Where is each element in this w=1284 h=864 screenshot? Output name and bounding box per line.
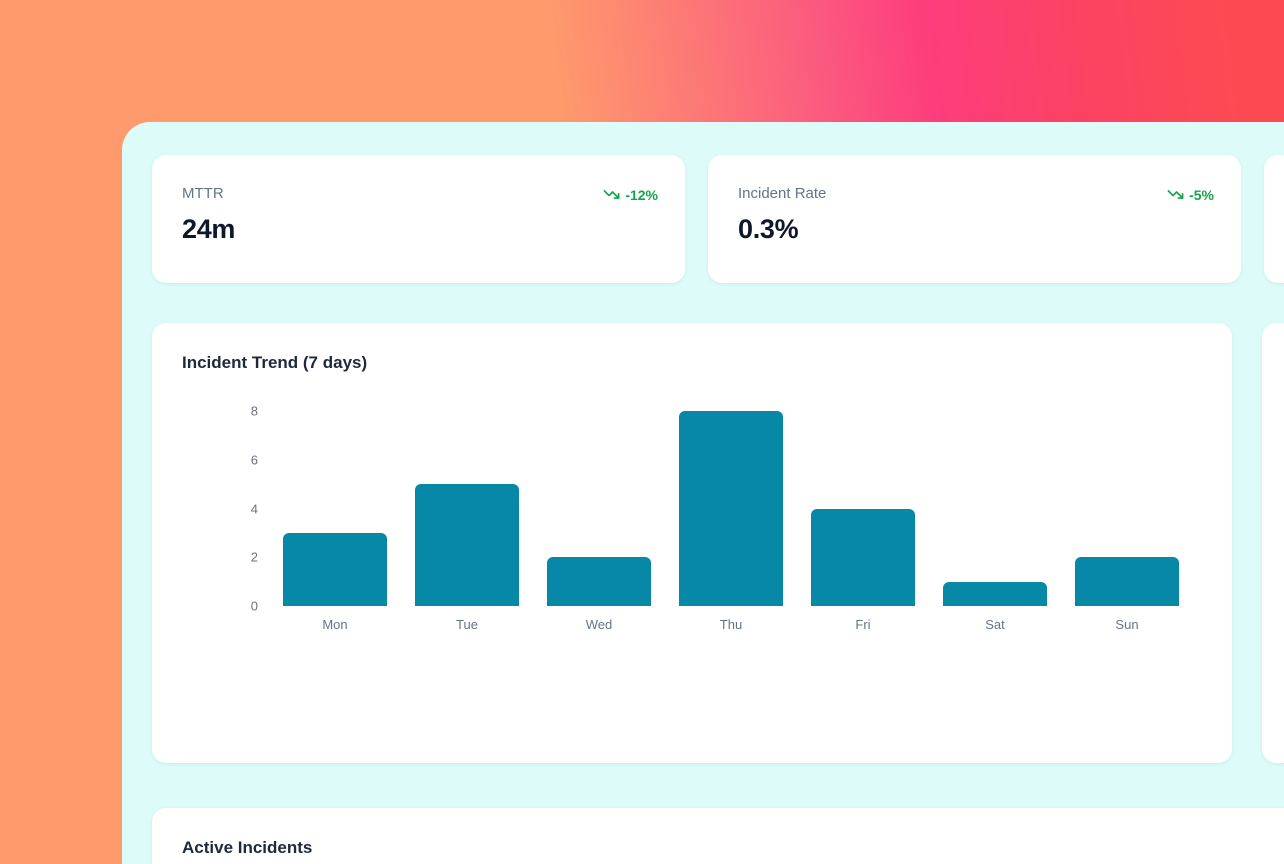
bar-column-tue: Tue bbox=[415, 411, 519, 632]
stat-trend-badge: -5% bbox=[1167, 186, 1214, 203]
stat-card-incident-rate: Incident Rate -5% 0.3% bbox=[708, 155, 1241, 283]
x-tick-label: Fri bbox=[855, 617, 871, 632]
bar-column-sun: Sun bbox=[1075, 411, 1179, 632]
y-tick-label: 4 bbox=[250, 501, 258, 516]
x-tick-label: Sun bbox=[1115, 617, 1139, 632]
bar-wed bbox=[547, 557, 651, 606]
active-incidents-title: Active Incidents bbox=[182, 838, 313, 857]
trending-down-icon bbox=[603, 190, 620, 199]
incident-trend-card: Incident Trend (7 days) 0 2 4 6 8 Mon Tue Wed T… bbox=[152, 323, 1232, 763]
bar-plot: Mon Tue Wed Thu Fri Sat Sun bbox=[283, 411, 1179, 632]
bar-column-thu: Thu bbox=[679, 411, 783, 632]
y-tick-label: 2 bbox=[250, 549, 258, 565]
dashboard-panel: MTTR -12% 24m Incident Rate -5% 0.3% bbox=[122, 122, 1284, 864]
stat-card-mttr: MTTR -12% 24m bbox=[152, 155, 685, 283]
stat-value: 0.3% bbox=[738, 214, 799, 244]
bar-mon bbox=[283, 532, 387, 606]
y-tick-label: 0 bbox=[250, 598, 258, 614]
y-axis: 0 2 4 6 8 bbox=[182, 404, 258, 614]
chart-row: Incident Trend (7 days) 0 2 4 6 8 Mon Tue Wed T… bbox=[152, 323, 1284, 763]
stat-label: Incident Rate bbox=[738, 185, 827, 202]
stat-card-partial bbox=[1264, 155, 1284, 283]
bar-chart: 0 2 4 6 8 Mon Tue Wed Thu Fri Sat Sun bbox=[182, 404, 1202, 632]
stat-value: 24m bbox=[182, 214, 236, 244]
stats-row: MTTR -12% 24m Incident Rate -5% 0.3% bbox=[152, 155, 1284, 283]
bar-column-sat: Sat bbox=[943, 411, 1047, 632]
bar-column-wed: Wed bbox=[547, 411, 651, 632]
x-tick-label: Thu bbox=[719, 617, 743, 632]
bar-fri bbox=[811, 508, 915, 606]
bar-tue bbox=[415, 484, 519, 606]
x-tick-label: Wed bbox=[585, 617, 613, 632]
stat-label: MTTR bbox=[182, 185, 224, 202]
bar-thu bbox=[679, 411, 783, 606]
bar-sun bbox=[1075, 557, 1179, 606]
bar-column-fri: Fri bbox=[811, 411, 915, 632]
chart-title: Incident Trend (7 days) bbox=[182, 353, 368, 372]
active-incidents-card: Active Incidents bbox=[152, 808, 1284, 864]
x-tick-label: Sat bbox=[985, 617, 1005, 632]
stat-trend-value: -5% bbox=[1189, 186, 1214, 203]
x-tick-label: Tue bbox=[456, 617, 478, 632]
bar-column-mon: Mon bbox=[283, 411, 387, 632]
stat-trend-badge: -12% bbox=[603, 186, 658, 203]
stat-trend-value: -12% bbox=[625, 186, 658, 203]
chart-card-partial bbox=[1262, 323, 1284, 763]
y-tick-label: 6 bbox=[250, 452, 258, 468]
trending-down-icon bbox=[1167, 190, 1184, 199]
bar-sat bbox=[943, 581, 1047, 606]
x-tick-label: Mon bbox=[322, 617, 348, 632]
y-tick-label: 8 bbox=[250, 403, 258, 419]
